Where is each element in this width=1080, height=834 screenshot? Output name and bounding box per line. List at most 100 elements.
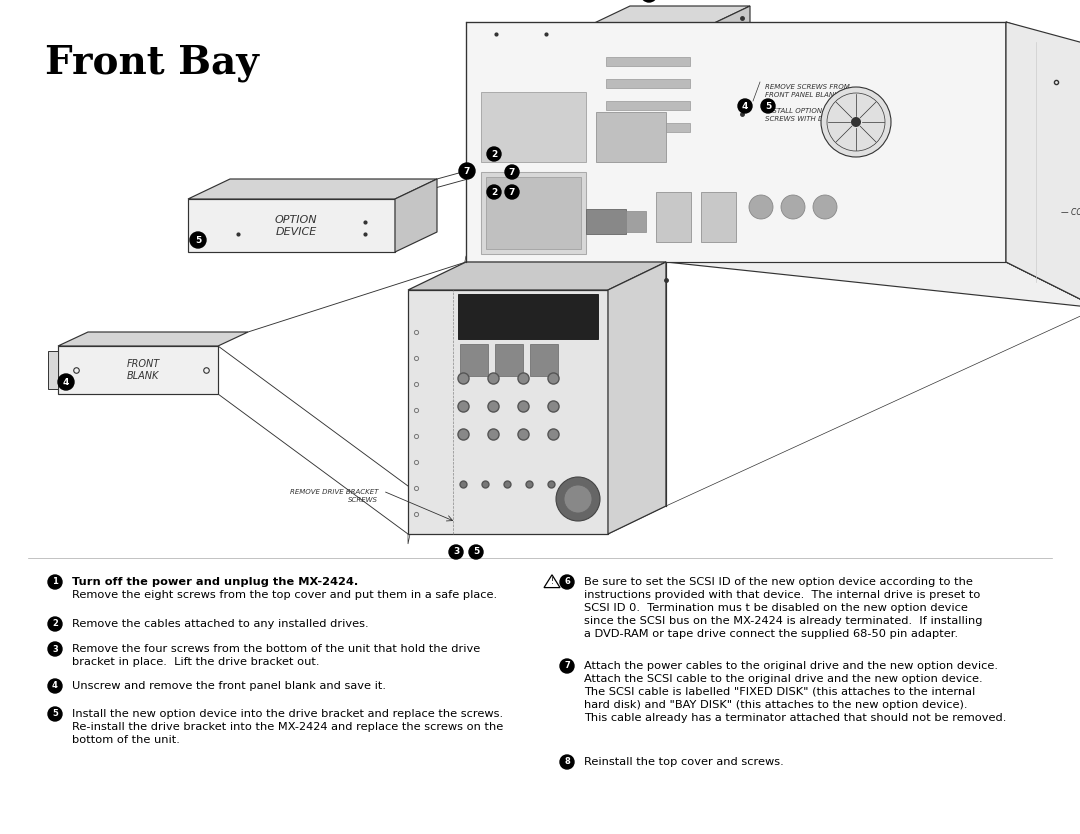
Polygon shape: [588, 26, 708, 146]
Polygon shape: [395, 179, 437, 252]
Polygon shape: [188, 199, 395, 252]
Text: Turn off the power and unplug the MX-2424.: Turn off the power and unplug the MX-242…: [72, 577, 359, 587]
Polygon shape: [626, 211, 646, 232]
Circle shape: [449, 545, 463, 559]
Text: 7: 7: [509, 188, 515, 197]
Text: This cable already has a terminator attached that should not be removed.: This cable already has a terminator atta…: [584, 713, 1007, 723]
Polygon shape: [188, 179, 437, 199]
Text: 2: 2: [491, 188, 497, 197]
Circle shape: [48, 642, 62, 656]
Circle shape: [48, 679, 62, 693]
Text: Front Bay: Front Bay: [45, 44, 259, 82]
Text: since the SCSI bus on the MX-2424 is already terminated.  If installing: since the SCSI bus on the MX-2424 is alr…: [584, 616, 983, 626]
Text: Remove the four screws from the bottom of the unit that hold the drive: Remove the four screws from the bottom o…: [72, 644, 481, 654]
Circle shape: [781, 195, 805, 219]
Circle shape: [48, 575, 62, 589]
Polygon shape: [486, 177, 581, 249]
Text: 7: 7: [509, 168, 515, 177]
Text: — COVER: — COVER: [1061, 208, 1080, 217]
Text: 5: 5: [765, 102, 771, 110]
Circle shape: [190, 232, 206, 248]
Text: 6: 6: [564, 577, 570, 586]
Text: INSTALL OPTION DEVICE
SCREWS WITH DEVICE: INSTALL OPTION DEVICE SCREWS WITH DEVICE: [765, 108, 850, 122]
Text: SCSI ID 0.  Termination mus t be disabled on the new option device: SCSI ID 0. Termination mus t be disabled…: [584, 603, 968, 613]
Polygon shape: [606, 123, 690, 132]
Text: REMOVE DRIVE BRACKET
SCREWS: REMOVE DRIVE BRACKET SCREWS: [289, 489, 378, 503]
Text: 5: 5: [194, 235, 201, 244]
Text: 8: 8: [564, 757, 570, 766]
Polygon shape: [1005, 22, 1080, 308]
Circle shape: [738, 99, 752, 113]
Text: FRONT
BLANK: FRONT BLANK: [126, 359, 160, 381]
Text: 7: 7: [463, 167, 470, 175]
Circle shape: [487, 185, 501, 199]
Polygon shape: [460, 344, 488, 376]
Text: Remove the cables attached to any installed drives.: Remove the cables attached to any instal…: [72, 619, 368, 629]
Polygon shape: [608, 262, 666, 534]
Polygon shape: [596, 112, 666, 162]
Text: REMOVE SCREWS FROM
FRONT PANEL BLANK: REMOVE SCREWS FROM FRONT PANEL BLANK: [765, 84, 850, 98]
Polygon shape: [530, 344, 558, 376]
Polygon shape: [481, 92, 586, 162]
Circle shape: [821, 87, 891, 157]
Polygon shape: [408, 262, 666, 290]
Text: Reinstall the top cover and screws.: Reinstall the top cover and screws.: [584, 757, 784, 767]
Text: 5: 5: [473, 547, 480, 556]
Text: 7: 7: [564, 661, 570, 671]
Text: 4: 4: [52, 681, 58, 691]
Circle shape: [851, 117, 861, 127]
Polygon shape: [58, 332, 248, 346]
Polygon shape: [606, 101, 690, 110]
Polygon shape: [48, 351, 58, 389]
Text: 1: 1: [52, 577, 58, 586]
Polygon shape: [465, 262, 1080, 308]
Text: 3: 3: [453, 547, 459, 556]
Polygon shape: [708, 6, 750, 146]
Polygon shape: [588, 6, 750, 26]
Circle shape: [48, 707, 62, 721]
Polygon shape: [586, 209, 626, 234]
Polygon shape: [58, 346, 218, 394]
Polygon shape: [606, 79, 690, 88]
Circle shape: [487, 147, 501, 161]
Text: Install the new option device into the drive bracket and replace the screws.: Install the new option device into the d…: [72, 709, 503, 719]
Text: 2: 2: [52, 620, 58, 629]
Text: bracket in place.  Lift the drive bracket out.: bracket in place. Lift the drive bracket…: [72, 657, 320, 667]
Text: Re-install the drive bracket into the MX-2424 and replace the screws on the: Re-install the drive bracket into the MX…: [72, 722, 503, 732]
Circle shape: [505, 165, 519, 179]
Text: !: !: [551, 577, 554, 586]
Circle shape: [561, 755, 573, 769]
Text: Attach the power cables to the original drive and the new option device.: Attach the power cables to the original …: [584, 661, 998, 671]
Circle shape: [505, 185, 519, 199]
Circle shape: [48, 617, 62, 631]
Circle shape: [561, 659, 573, 673]
Circle shape: [750, 195, 773, 219]
Text: The SCSI cable is labelled "FIXED DISK" (this attaches to the internal: The SCSI cable is labelled "FIXED DISK" …: [584, 687, 975, 697]
Circle shape: [642, 0, 657, 2]
Circle shape: [556, 477, 600, 521]
Text: bottom of the unit.: bottom of the unit.: [72, 735, 180, 745]
Polygon shape: [495, 344, 523, 376]
Circle shape: [459, 163, 475, 179]
Text: Unscrew and remove the front panel blank and save it.: Unscrew and remove the front panel blank…: [72, 681, 386, 691]
Text: OPTION
DEVICE: OPTION DEVICE: [274, 215, 318, 237]
Text: 5: 5: [52, 710, 58, 719]
Text: 2: 2: [491, 149, 497, 158]
Circle shape: [813, 195, 837, 219]
Text: Remove the eight screws from the top cover and put them in a safe place.: Remove the eight screws from the top cov…: [72, 590, 497, 600]
Polygon shape: [465, 22, 1005, 262]
Text: a DVD-RAM or tape drive connect the supplied 68-50 pin adapter.: a DVD-RAM or tape drive connect the supp…: [584, 629, 958, 639]
Circle shape: [564, 485, 592, 513]
Polygon shape: [481, 172, 586, 254]
Circle shape: [761, 99, 775, 113]
Text: Be sure to set the SCSI ID of the new option device according to the: Be sure to set the SCSI ID of the new op…: [584, 577, 973, 587]
Text: 3: 3: [52, 645, 58, 654]
Polygon shape: [701, 192, 735, 242]
Polygon shape: [458, 294, 598, 339]
Polygon shape: [1005, 22, 1080, 307]
Text: 4: 4: [742, 102, 748, 110]
Text: hard disk) and "BAY DISK" (this attaches to the new option device).: hard disk) and "BAY DISK" (this attaches…: [584, 700, 968, 710]
Circle shape: [469, 545, 483, 559]
Text: 4: 4: [63, 378, 69, 386]
Polygon shape: [606, 57, 690, 66]
